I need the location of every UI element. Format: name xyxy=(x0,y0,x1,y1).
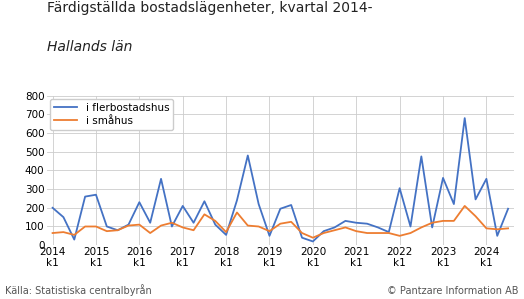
i flerbostadshus xyxy=(440,176,446,180)
i flerbostadshus xyxy=(473,198,479,201)
i småhus xyxy=(93,225,99,228)
i småhus xyxy=(375,231,381,235)
i småhus xyxy=(299,231,305,235)
i flerbostadshus xyxy=(299,236,305,239)
Text: © Pantzare Information AB: © Pantzare Information AB xyxy=(387,286,519,296)
Text: Källa: Statistiska centralbyrån: Källa: Statistiska centralbyrån xyxy=(5,284,152,296)
i småhus xyxy=(71,233,78,237)
i småhus xyxy=(190,228,196,232)
i flerbostadshus xyxy=(386,230,392,234)
i småhus xyxy=(212,219,219,223)
i flerbostadshus xyxy=(158,177,164,181)
i småhus xyxy=(353,229,359,233)
i flerbostadshus xyxy=(429,226,435,229)
Text: Färdigställda bostadslägenheter, kvartal 2014-: Färdigställda bostadslägenheter, kvartal… xyxy=(47,1,373,16)
i småhus xyxy=(180,226,186,229)
i småhus xyxy=(234,211,240,214)
i flerbostadshus xyxy=(180,204,186,208)
i flerbostadshus xyxy=(331,226,337,229)
i flerbostadshus xyxy=(71,238,78,241)
i småhus xyxy=(505,227,511,230)
i småhus xyxy=(418,226,424,229)
i flerbostadshus xyxy=(245,154,251,157)
i flerbostadshus xyxy=(136,200,143,204)
i flerbostadshus xyxy=(494,234,500,238)
i flerbostadshus xyxy=(418,155,424,158)
i flerbostadshus xyxy=(115,228,121,232)
Line: i flerbostadshus: i flerbostadshus xyxy=(52,118,508,242)
i flerbostadshus xyxy=(60,215,67,219)
i småhus xyxy=(104,229,110,233)
i småhus xyxy=(169,221,175,225)
i småhus xyxy=(136,223,143,226)
i flerbostadshus xyxy=(234,199,240,202)
i småhus xyxy=(494,228,500,231)
i flerbostadshus xyxy=(288,203,294,207)
i småhus xyxy=(473,214,479,218)
i småhus xyxy=(277,222,283,225)
i småhus xyxy=(310,236,316,239)
Line: i småhus: i småhus xyxy=(52,206,508,238)
i småhus xyxy=(223,230,230,234)
i flerbostadshus xyxy=(49,206,56,210)
i småhus xyxy=(115,228,121,232)
i småhus xyxy=(49,231,56,235)
i flerbostadshus xyxy=(147,221,154,225)
i småhus xyxy=(245,224,251,227)
i småhus xyxy=(201,213,208,216)
i småhus xyxy=(266,229,272,233)
i småhus xyxy=(440,219,446,223)
i flerbostadshus xyxy=(190,221,196,225)
i flerbostadshus xyxy=(462,116,468,120)
i flerbostadshus xyxy=(321,229,327,233)
i småhus xyxy=(321,231,327,235)
i småhus xyxy=(342,226,348,229)
i flerbostadshus xyxy=(223,233,230,237)
i småhus xyxy=(147,231,154,235)
i småhus xyxy=(331,228,337,232)
i flerbostadshus xyxy=(277,207,283,210)
i småhus xyxy=(60,230,67,234)
i småhus xyxy=(158,224,164,227)
i flerbostadshus xyxy=(212,223,219,226)
i småhus xyxy=(386,231,392,235)
i småhus xyxy=(483,227,489,230)
i småhus xyxy=(451,219,457,223)
i flerbostadshus xyxy=(266,234,272,238)
i flerbostadshus xyxy=(82,195,88,199)
i småhus xyxy=(429,221,435,225)
i flerbostadshus xyxy=(169,225,175,228)
i flerbostadshus xyxy=(256,202,262,206)
i småhus xyxy=(288,220,294,224)
i småhus xyxy=(397,234,403,238)
i flerbostadshus xyxy=(353,221,359,225)
Legend: i flerbostadshus, i småhus: i flerbostadshus, i småhus xyxy=(50,99,173,130)
i flerbostadshus xyxy=(104,225,110,228)
i flerbostadshus xyxy=(375,226,381,229)
i flerbostadshus xyxy=(364,222,370,225)
i flerbostadshus xyxy=(451,202,457,206)
i småhus xyxy=(462,204,468,208)
i flerbostadshus xyxy=(125,223,132,226)
i flerbostadshus xyxy=(505,207,511,210)
i flerbostadshus xyxy=(201,199,208,203)
i flerbostadshus xyxy=(483,177,489,181)
i småhus xyxy=(82,225,88,228)
i småhus xyxy=(256,225,262,228)
i småhus xyxy=(364,231,370,235)
i flerbostadshus xyxy=(342,219,348,223)
i flerbostadshus xyxy=(397,186,403,190)
Text: Hallands län: Hallands län xyxy=(47,40,133,54)
i flerbostadshus xyxy=(407,225,413,228)
i flerbostadshus xyxy=(310,240,316,243)
i småhus xyxy=(125,224,132,227)
i flerbostadshus xyxy=(93,193,99,196)
i småhus xyxy=(407,231,413,235)
